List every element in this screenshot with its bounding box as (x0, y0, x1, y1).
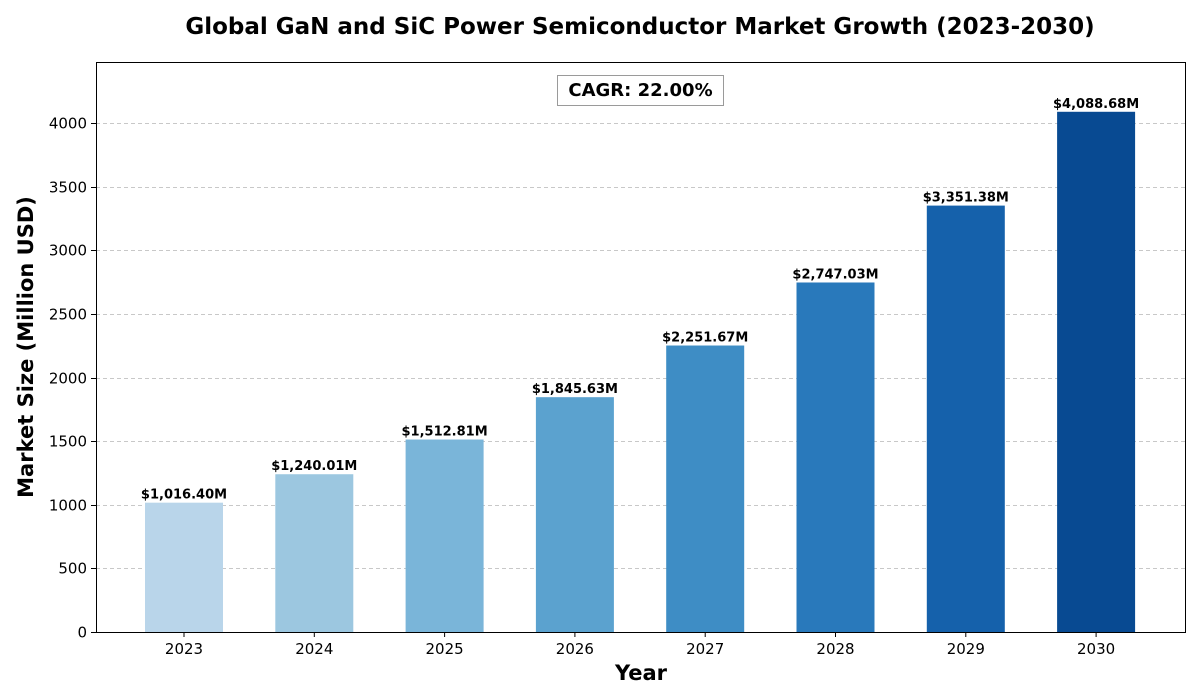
plot-frame (96, 62, 1186, 633)
y-tick-label: 500 (58, 560, 87, 578)
bar-2024 (275, 474, 354, 632)
y-tick-label: 2000 (49, 370, 87, 388)
data-label-2030: $4,088.68M (1053, 97, 1139, 112)
bar-2028 (796, 282, 875, 632)
bar-2027 (666, 345, 745, 632)
x-tick-label: 2023 (165, 640, 203, 658)
y-tick-label: 2500 (49, 306, 87, 324)
bar-2030 (1057, 111, 1136, 633)
chart-title: Global GaN and SiC Power Semiconductor M… (185, 14, 1094, 40)
x-tick-label: 2027 (686, 640, 724, 658)
x-tick-label: 2029 (947, 640, 985, 658)
data-label-2025: $1,512.81M (402, 425, 488, 440)
y-axis-label: Market Size (Million USD) (14, 196, 38, 498)
data-label-2028: $2,747.03M (792, 267, 878, 282)
bar-2029 (926, 205, 1005, 632)
bars (145, 111, 1136, 633)
x-tick-label: 2025 (426, 640, 464, 658)
y-tick-label: 3000 (49, 242, 87, 260)
grid-lines (96, 123, 1185, 569)
data-label-2029: $3,351.38M (923, 191, 1009, 206)
data-labels: $1,016.40M $1,240.01M $1,512.81M $1,845.63M… (141, 97, 1139, 503)
bar-2026 (535, 397, 614, 632)
cagr-label: CAGR: 22.00% (568, 80, 712, 101)
cagr-annotation: CAGR: 22.00% (557, 75, 724, 106)
bar-2025 (405, 439, 484, 632)
x-tick-label: 2030 (1077, 640, 1115, 658)
y-tick-label: 0 (77, 624, 87, 642)
x-axis-label: Year (614, 661, 668, 685)
bar-2023 (145, 502, 223, 632)
x-axis-ticks: 2023 2024 2025 2026 2027 2028 2029 2030 (165, 632, 1115, 658)
y-tick-label: 3500 (49, 179, 87, 197)
data-label-2024: $1,240.01M (271, 459, 357, 474)
data-label-2023: $1,016.40M (141, 488, 227, 503)
cagr-box (557, 75, 724, 106)
data-label-2026: $1,845.63M (532, 382, 618, 397)
x-tick-label: 2026 (556, 640, 594, 658)
y-tick-label: 1500 (49, 433, 87, 451)
x-tick-label: 2028 (816, 640, 854, 658)
x-tick-label: 2024 (295, 640, 333, 658)
y-tick-label: 4000 (49, 115, 87, 133)
data-label-2027: $2,251.67M (662, 331, 748, 346)
y-tick-label: 1000 (49, 497, 87, 515)
y-axis-ticks: 0 500 1000 1500 2000 2500 3000 3500 4000 (49, 115, 96, 642)
